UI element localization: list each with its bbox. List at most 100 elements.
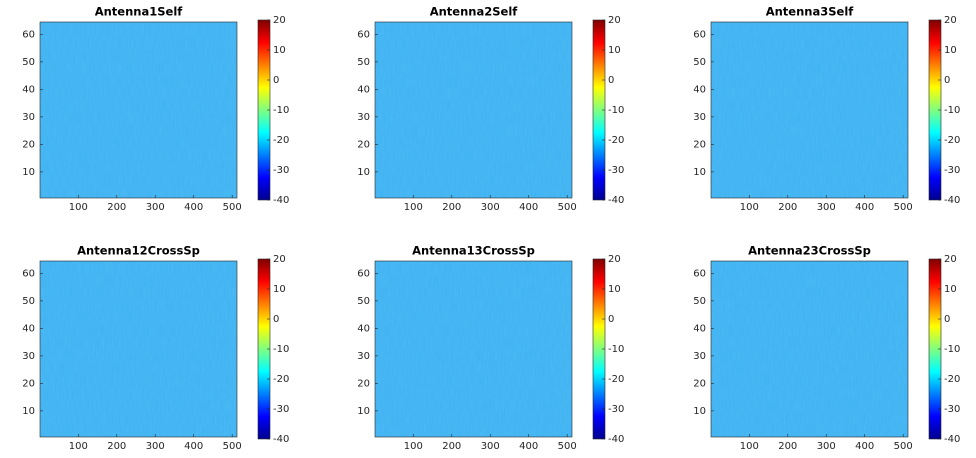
colorbar-tick-label: -20 <box>944 135 960 146</box>
colorbar-tick-label: -10 <box>273 344 289 355</box>
x-tick-label: 300 <box>146 441 165 452</box>
colorbar-tick-label: 0 <box>944 314 950 325</box>
x-tick-label: 200 <box>778 441 797 452</box>
colorbar-tick-label: 0 <box>944 75 950 86</box>
colorbar-tick-label: 20 <box>608 254 621 265</box>
colorbar-tick-label: -10 <box>944 344 960 355</box>
y-tick-label: 50 <box>693 296 706 307</box>
y-tick-label: 60 <box>357 29 370 40</box>
y-tick-label: 50 <box>22 57 35 68</box>
colorbar-tick-label: 0 <box>273 314 279 325</box>
y-tick-label: 30 <box>22 351 35 362</box>
x-tick-label: 100 <box>740 441 759 452</box>
colorbar-tick-label: 0 <box>608 75 614 86</box>
x-tick-label: 400 <box>519 202 538 213</box>
x-tick-label: 300 <box>817 202 836 213</box>
colorbar-tick-label: -30 <box>608 165 624 176</box>
colorbar-tick-label: -20 <box>273 374 289 385</box>
y-tick-label: 10 <box>693 167 706 178</box>
y-tick-label: 10 <box>357 406 370 417</box>
chart-title: Antenna1Self <box>95 5 184 19</box>
y-tick-label: 20 <box>22 378 35 389</box>
y-tick-label: 40 <box>693 323 706 334</box>
colorbar-tick-label: 20 <box>273 254 286 265</box>
y-tick-label: 10 <box>693 406 706 417</box>
x-tick-label: 300 <box>817 441 836 452</box>
colorbar-tick-label: -40 <box>608 434 624 445</box>
colorbar-tick-label: -30 <box>608 404 624 415</box>
colorbar-tick-label: 0 <box>273 75 279 86</box>
colorbar-tick-label: 10 <box>608 284 621 295</box>
y-tick-label: 60 <box>357 268 370 279</box>
colorbar-tick-label: -20 <box>608 135 624 146</box>
colorbar-tick-label: 20 <box>944 15 957 26</box>
y-tick-label: 50 <box>357 296 370 307</box>
colorbar-tick-label: 20 <box>608 15 621 26</box>
x-tick-label: 100 <box>404 441 423 452</box>
colorbar-tick-label: -20 <box>944 374 960 385</box>
y-tick-label: 20 <box>693 378 706 389</box>
y-tick-label: 10 <box>22 167 35 178</box>
axes-box <box>374 260 573 438</box>
colorbar-tick-label: -40 <box>608 195 624 206</box>
y-tick-label: 10 <box>22 406 35 417</box>
x-tick-label: 400 <box>855 441 874 452</box>
y-tick-label: 40 <box>357 323 370 334</box>
x-tick-label: 400 <box>519 441 538 452</box>
chart-title: Antenna13CrossSp <box>412 244 535 258</box>
axes-box <box>39 260 238 438</box>
y-tick-label: 30 <box>357 112 370 123</box>
x-tick-label: 200 <box>107 202 126 213</box>
y-tick-label: 60 <box>22 268 35 279</box>
colorbar-tick-label: -10 <box>944 105 960 116</box>
x-tick-label: 300 <box>146 202 165 213</box>
colorbar-tick-label: 0 <box>608 314 614 325</box>
heatmap-texture <box>375 22 572 198</box>
x-tick-label: 200 <box>778 202 797 213</box>
y-tick-label: 40 <box>22 84 35 95</box>
y-tick-label: 30 <box>22 112 35 123</box>
colorbar-tick-label: -40 <box>273 195 289 206</box>
x-tick-label: 100 <box>69 441 88 452</box>
x-tick-label: 100 <box>740 202 759 213</box>
x-tick-label: 500 <box>558 202 577 213</box>
colorbar-tick-label: -30 <box>944 404 960 415</box>
colorbar-tick-label: -30 <box>944 165 960 176</box>
y-tick-label: 20 <box>22 139 35 150</box>
heatmap-texture <box>375 261 572 437</box>
colorbar-tick-label: -20 <box>273 135 289 146</box>
y-tick-label: 50 <box>357 57 370 68</box>
x-tick-label: 200 <box>107 441 126 452</box>
x-tick-label: 200 <box>442 441 461 452</box>
heatmap-texture <box>40 261 237 437</box>
x-tick-label: 500 <box>894 202 913 213</box>
colorbar-tick-label: 10 <box>608 45 621 56</box>
x-tick-label: 300 <box>481 441 500 452</box>
colorbar-tick-label: 10 <box>273 284 286 295</box>
chart-title: Antenna12CrossSp <box>77 244 200 258</box>
x-tick-label: 100 <box>69 202 88 213</box>
colorbar-tick-label: 20 <box>944 254 957 265</box>
y-tick-label: 60 <box>693 268 706 279</box>
colorbar-tick-label: -10 <box>273 105 289 116</box>
y-tick-label: 30 <box>357 351 370 362</box>
y-tick-label: 20 <box>357 378 370 389</box>
heatmap-texture <box>711 22 908 198</box>
colorbar-tick-label: -40 <box>273 434 289 445</box>
colorbar-tick-label: -10 <box>608 105 624 116</box>
chart-title: Antenna23CrossSp <box>748 244 871 258</box>
heatmap-texture <box>40 22 237 198</box>
axes-box <box>39 21 238 199</box>
y-tick-label: 40 <box>693 84 706 95</box>
x-tick-label: 100 <box>404 202 423 213</box>
y-tick-label: 40 <box>357 84 370 95</box>
y-tick-label: 50 <box>22 296 35 307</box>
x-tick-label: 500 <box>223 202 242 213</box>
heatmap-texture <box>711 261 908 437</box>
y-tick-label: 60 <box>22 29 35 40</box>
colorbar-tick-label: 10 <box>273 45 286 56</box>
axes-box <box>710 260 909 438</box>
x-tick-label: 500 <box>894 441 913 452</box>
colorbar-tick-label: 10 <box>944 284 957 295</box>
